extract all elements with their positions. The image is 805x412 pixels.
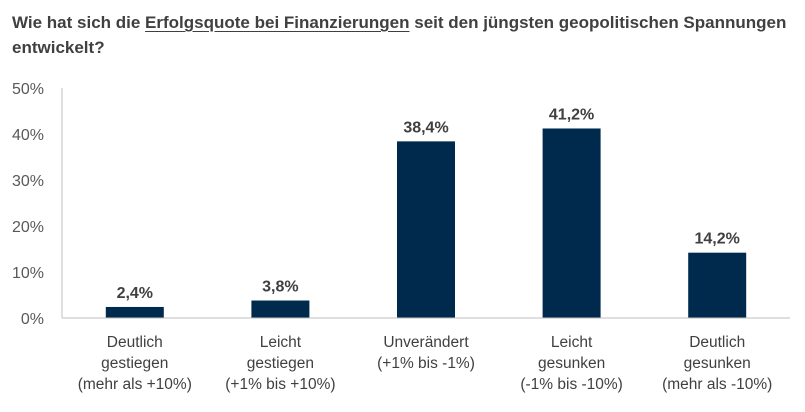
category-label: (mehr als -10%): [662, 376, 772, 393]
category-label: gestiegen: [247, 355, 314, 372]
category-label: (-1% bis -10%): [520, 376, 623, 393]
category-label: Deutlich: [689, 334, 745, 351]
category-label: gesunken: [684, 355, 751, 372]
data-label: 38,4%: [403, 119, 448, 136]
y-tick-label: 50%: [12, 81, 44, 98]
category-label: (+1% bis -1%): [377, 355, 475, 372]
category-label: (mehr als +10%): [78, 376, 192, 393]
category-label: (+1% bis +10%): [225, 376, 335, 393]
bar: [397, 141, 455, 318]
category-label: Leicht: [551, 334, 593, 351]
y-tick-label: 0%: [21, 311, 44, 328]
data-label: 2,4%: [117, 285, 153, 302]
chart-title: Wie hat sich die Erfolgsquote bei Finanz…: [12, 10, 792, 60]
y-tick-label: 20%: [12, 219, 44, 236]
category-label: gesunken: [538, 355, 605, 372]
data-label: 14,2%: [695, 231, 740, 248]
category-label: gestiegen: [101, 355, 168, 372]
category-label: Unverändert: [383, 334, 469, 351]
data-label: 41,2%: [549, 106, 594, 123]
title-part2: seit den jüngsten geopolitischen Spannun…: [12, 13, 787, 57]
bar: [251, 300, 310, 318]
y-tick-label: 10%: [12, 265, 44, 282]
title-part1: Wie hat sich die: [12, 13, 146, 32]
title-underlined: Erfolgsquote bei Finanzierungen: [145, 13, 410, 32]
bar: [542, 128, 601, 318]
y-tick-label: 30%: [12, 173, 44, 190]
bar: [688, 252, 747, 318]
y-tick-label: 40%: [12, 127, 44, 144]
data-label: 3,8%: [262, 279, 298, 296]
category-label: Deutlich: [107, 334, 163, 351]
bar: [105, 306, 164, 318]
category-label: Leicht: [260, 334, 302, 351]
